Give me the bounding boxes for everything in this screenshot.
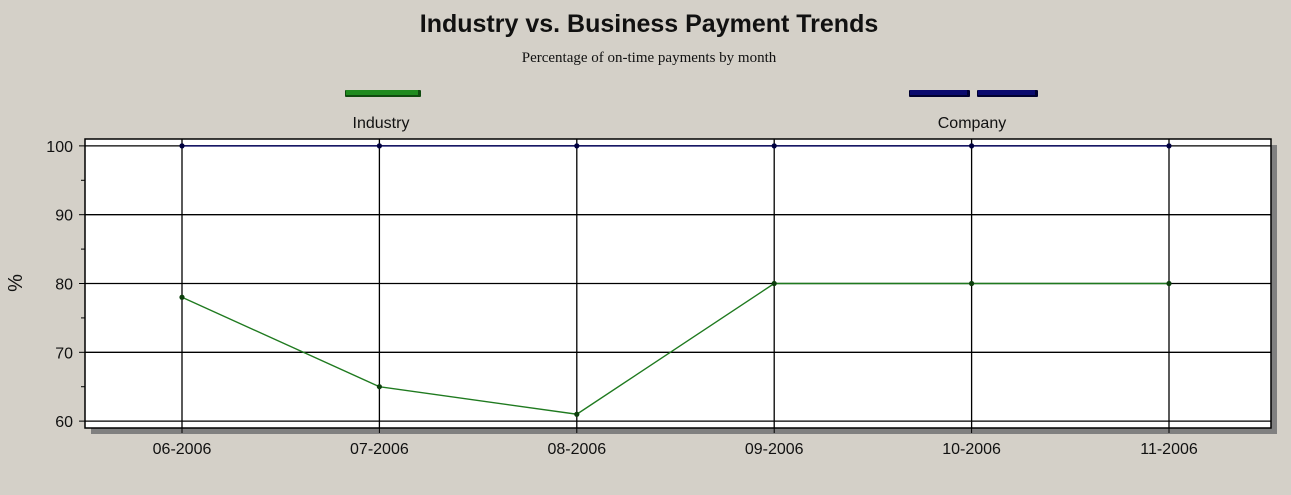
data-point-industry — [179, 294, 185, 300]
data-point-industry — [1166, 280, 1172, 287]
data-point-company — [771, 143, 777, 149]
legend-item-company: Company — [909, 90, 1038, 132]
data-point-industry — [376, 384, 382, 390]
y-tick-label: 60 — [55, 414, 73, 431]
data-point-industry — [771, 280, 777, 287]
series-line-industry — [181, 282, 1169, 415]
legend: Industry Company — [345, 90, 1038, 132]
data-point-industry — [969, 280, 975, 287]
series-layer — [179, 143, 1172, 417]
legend-swatch-company-b-fill — [978, 90, 1035, 95]
series-company — [179, 143, 1172, 149]
data-point-industry — [574, 411, 580, 417]
x-tick-label: 10-2006 — [942, 441, 1001, 458]
legend-item-industry: Industry — [345, 90, 421, 132]
chart-title: Industry vs. Business Payment Trends — [420, 10, 879, 38]
data-point-company — [179, 143, 185, 149]
x-tick-label: 09-2006 — [745, 441, 804, 458]
y-tick-label: 90 — [55, 208, 73, 225]
x-tick-label: 07-2006 — [350, 441, 409, 458]
y-axis-ticks: 60 70 80 90 100 — [46, 139, 85, 431]
data-point-company — [969, 143, 975, 149]
series-industry — [179, 280, 1172, 417]
x-tick-label: 08-2006 — [547, 441, 606, 458]
data-point-company — [1166, 143, 1172, 149]
y-tick-label: 100 — [46, 139, 73, 156]
y-tick-label: 70 — [55, 345, 73, 362]
data-point-company — [574, 143, 580, 149]
y-tick-label: 80 — [55, 277, 73, 294]
legend-label-company: Company — [938, 115, 1006, 132]
y-axis-label: % — [5, 274, 27, 292]
data-point-company — [376, 143, 382, 149]
x-tick-label: 11-2006 — [1140, 441, 1198, 458]
legend-swatch-industry-fill — [346, 90, 418, 95]
x-axis-ticks: 06-2006 07-2006 08-2006 09-2006 10-2006 11-20… — [153, 428, 1198, 458]
legend-label-industry: Industry — [353, 115, 410, 132]
legend-swatch-company-a-fill — [910, 90, 967, 95]
x-tick-label: 06-2006 — [153, 441, 212, 458]
chart-subtitle: Percentage of on-time payments by month — [522, 50, 777, 66]
